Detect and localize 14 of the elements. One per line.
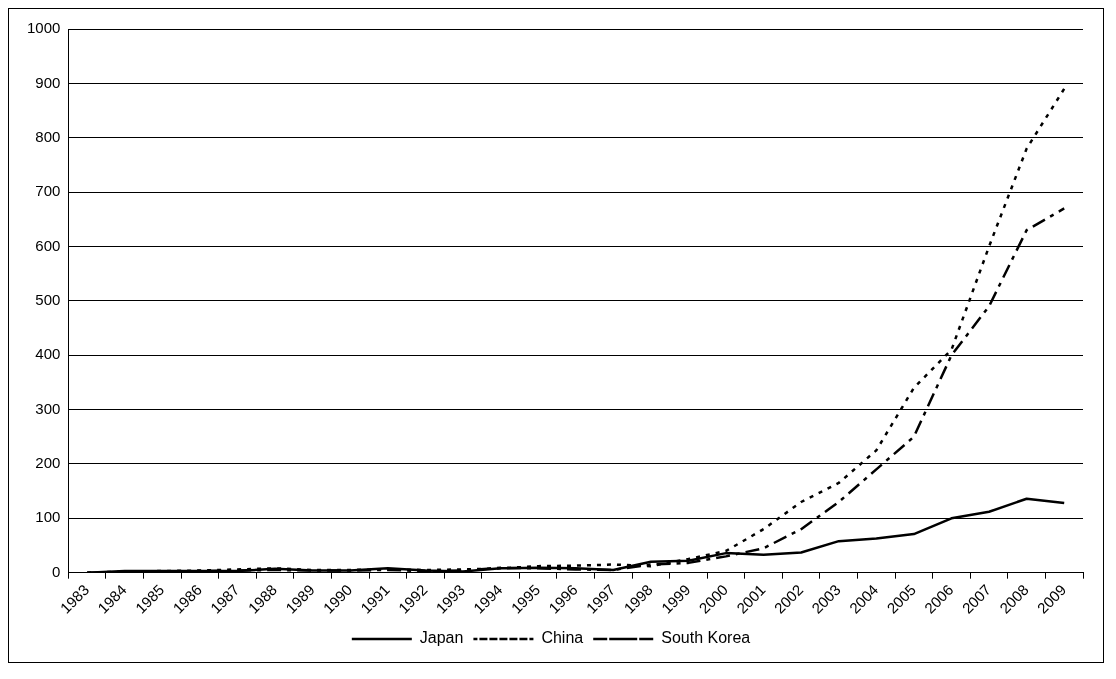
y-tick-label: 0 (52, 562, 61, 580)
legend-label: South Korea (661, 629, 751, 647)
y-tick-label: 900 (35, 73, 61, 91)
y-tick-label: 800 (35, 127, 61, 145)
y-tick-label: 1000 (26, 19, 61, 37)
legend-label: China (541, 629, 584, 647)
y-tick-label: 500 (35, 290, 61, 308)
y-tick-label: 100 (35, 508, 61, 526)
y-tick-label: 400 (35, 345, 61, 363)
y-tick-label: 600 (35, 236, 61, 254)
y-tick-label: 200 (35, 454, 61, 472)
legend-label: Japan (419, 629, 464, 647)
y-tick-label: 300 (35, 399, 61, 417)
y-tick-label: 700 (35, 182, 61, 200)
